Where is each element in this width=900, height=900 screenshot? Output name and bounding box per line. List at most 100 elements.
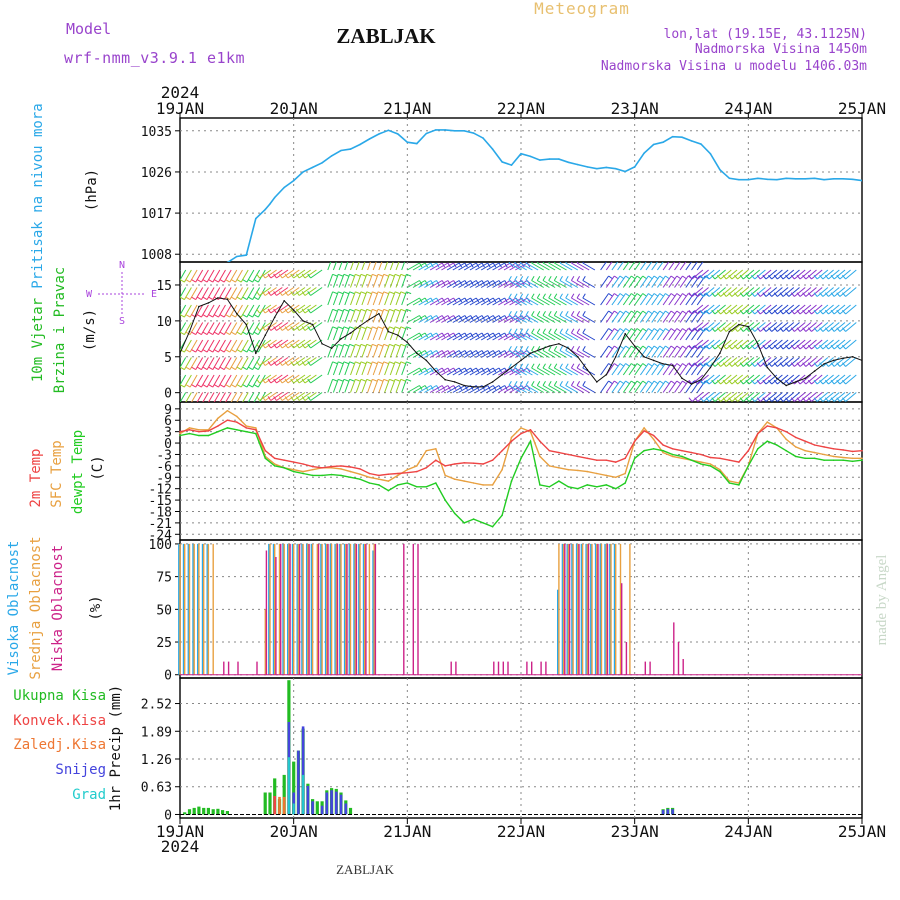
wind-barb-flag bbox=[824, 379, 829, 385]
wind-barb bbox=[788, 392, 800, 402]
wind-barb bbox=[180, 322, 181, 324]
wind-barb bbox=[708, 392, 721, 402]
wind-barb-flag bbox=[332, 361, 338, 365]
wind-barb-flag bbox=[842, 309, 846, 315]
wind-barb bbox=[389, 262, 394, 271]
wind-barb-flag bbox=[343, 273, 349, 277]
wind-barb bbox=[708, 339, 721, 350]
temp-2m-line-point bbox=[435, 459, 437, 462]
wind-speed-point bbox=[444, 378, 447, 381]
wind-barb bbox=[293, 322, 306, 331]
wind-barb-flag bbox=[824, 292, 829, 297]
wind-barb bbox=[771, 357, 783, 367]
wind-barb-flag bbox=[355, 361, 361, 365]
wind-barb-flag bbox=[256, 273, 260, 279]
wind-barb bbox=[685, 275, 695, 288]
pressure-point bbox=[671, 135, 674, 138]
pressure-point bbox=[283, 186, 286, 189]
wind-barb-flag bbox=[688, 362, 693, 367]
wind-barb-flag bbox=[185, 296, 191, 301]
wind-barb-flag bbox=[722, 362, 727, 367]
wind-barb bbox=[605, 310, 615, 323]
wind-barb-flag bbox=[807, 292, 812, 297]
wind-barb-flag bbox=[576, 275, 581, 281]
pressure-line bbox=[226, 129, 862, 262]
wind-barb bbox=[372, 361, 379, 376]
wind-barb-flag bbox=[333, 257, 338, 259]
wind-barb-flag bbox=[372, 343, 378, 347]
wind-barb bbox=[519, 367, 533, 376]
wind-barb bbox=[731, 374, 744, 385]
temp-2m-line-point bbox=[198, 430, 200, 433]
temp-2m-line-point bbox=[264, 449, 267, 452]
wind-barb bbox=[281, 339, 294, 349]
wind-barb bbox=[469, 280, 483, 288]
wind-barb bbox=[223, 357, 232, 370]
wind-barb bbox=[582, 297, 596, 306]
wind-barb bbox=[639, 363, 649, 376]
wind-barb bbox=[355, 344, 362, 358]
wind-barb bbox=[845, 287, 857, 297]
wind-barb bbox=[845, 269, 857, 280]
wind-barb-flag bbox=[261, 396, 266, 401]
wind-barb bbox=[361, 379, 368, 393]
wind-speed-point bbox=[198, 305, 200, 308]
wind-barb-flag bbox=[830, 292, 835, 297]
wind-barb-flag bbox=[514, 310, 518, 316]
wind-barb bbox=[554, 367, 567, 376]
wind-barb bbox=[703, 322, 715, 332]
dewpoint-line-point bbox=[709, 465, 712, 467]
wind-speed-point bbox=[709, 366, 712, 369]
compass-e: E bbox=[151, 289, 157, 300]
wind-speed-point bbox=[700, 378, 702, 381]
wind-barb bbox=[782, 287, 795, 297]
wind-barb bbox=[554, 297, 567, 306]
wind-barb bbox=[685, 363, 695, 376]
wind-barb bbox=[537, 332, 550, 341]
wind-barb bbox=[240, 287, 249, 300]
wind-barb bbox=[645, 363, 655, 376]
wind-barb bbox=[703, 374, 715, 385]
wind-barb bbox=[498, 262, 511, 271]
precip-snow-bar bbox=[330, 790, 333, 815]
wind-barb-flag bbox=[278, 273, 283, 279]
wind-barb-flag bbox=[796, 274, 801, 280]
pressure-point bbox=[794, 178, 797, 180]
wind-barb-flag bbox=[699, 309, 704, 315]
wind-barb-flag bbox=[830, 362, 835, 367]
wind-barb-flag bbox=[536, 328, 541, 334]
wind-barb bbox=[748, 374, 761, 385]
wind-barb bbox=[748, 269, 761, 280]
wind-barb bbox=[508, 385, 522, 393]
wind-barb bbox=[754, 304, 766, 315]
wind-barb-flag bbox=[768, 379, 773, 385]
wind-barb bbox=[714, 374, 726, 385]
pressure-point bbox=[776, 178, 778, 181]
wind-barb bbox=[435, 297, 449, 306]
wind-barb bbox=[742, 287, 755, 297]
precip-total-bar bbox=[216, 808, 220, 815]
wind-barb-flag bbox=[383, 361, 389, 365]
wind-barb-flag bbox=[508, 345, 512, 351]
dewpoint-line-point bbox=[501, 514, 503, 517]
wind-barb bbox=[576, 385, 590, 393]
wind-barb-flag bbox=[174, 297, 178, 300]
wind-barb bbox=[441, 315, 454, 323]
wind-barb bbox=[525, 315, 539, 323]
wind-barb bbox=[811, 392, 823, 402]
wind-barb bbox=[697, 374, 709, 385]
wind-barb-flag bbox=[360, 378, 366, 382]
wind-barb-flag bbox=[230, 331, 236, 336]
x-tick-label-top: 19JAN bbox=[156, 99, 204, 118]
wind-barb bbox=[639, 275, 649, 288]
pressure-unit: (hPa) bbox=[84, 169, 100, 211]
wind-barb bbox=[765, 322, 778, 332]
wind-barb bbox=[441, 350, 454, 358]
wind-barb-flag bbox=[174, 350, 178, 353]
wind-barb-flag bbox=[343, 343, 349, 347]
dewpoint-line-point bbox=[785, 449, 787, 452]
wind-barb-flag bbox=[745, 309, 750, 315]
wind-barb bbox=[310, 357, 323, 366]
wind-barb bbox=[696, 345, 706, 358]
wind-barb bbox=[486, 332, 500, 341]
